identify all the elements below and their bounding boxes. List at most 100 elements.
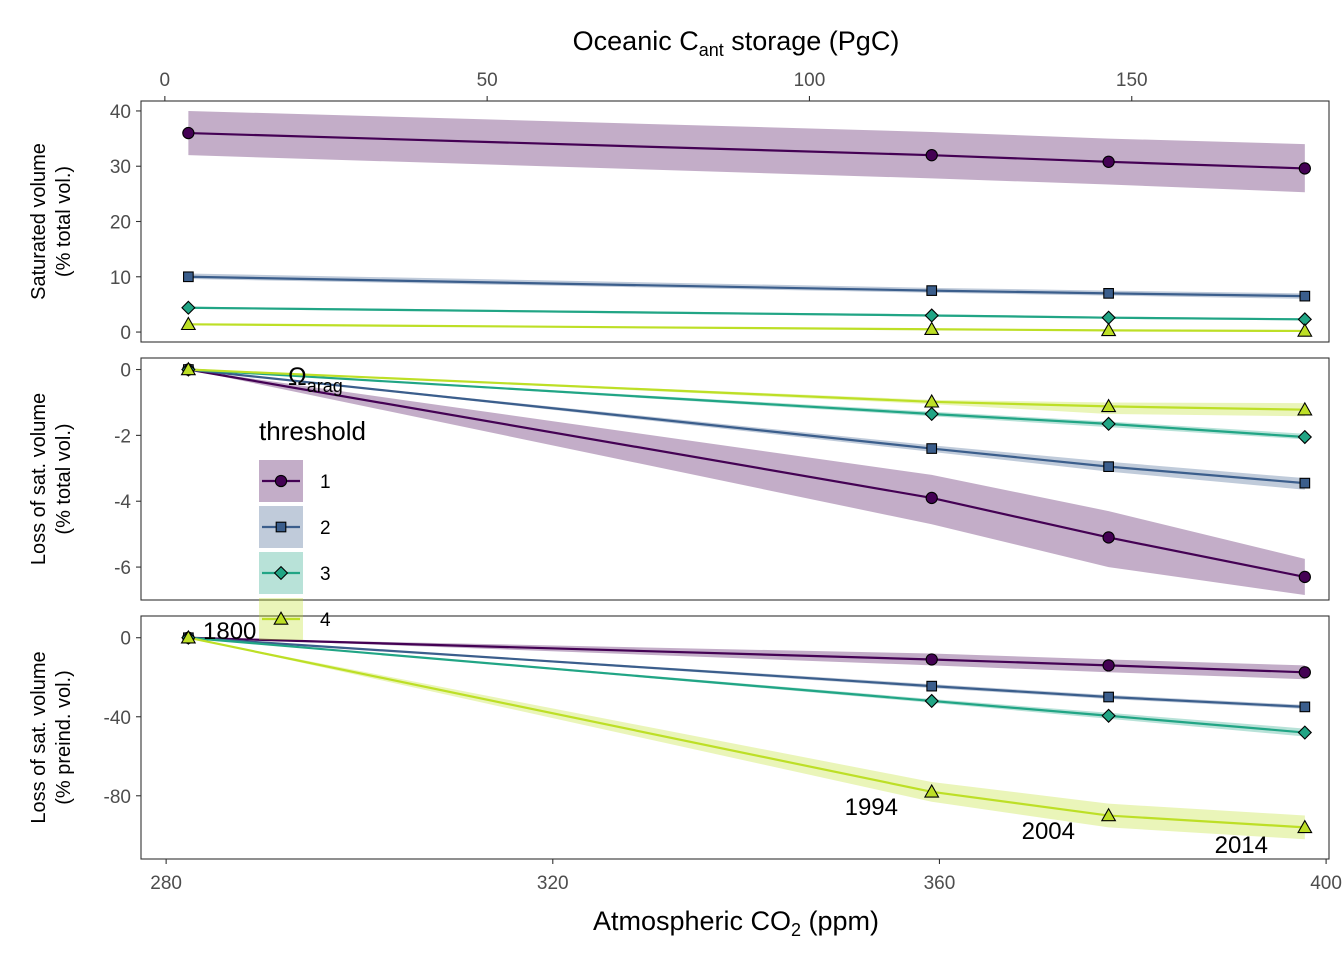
y-axis-title-p2-line1: Loss of sat. volume <box>28 393 50 565</box>
point-p3-t3-3 <box>1101 708 1116 723</box>
confidence-bands <box>188 110 1305 840</box>
point-p1-t2-3 <box>1103 288 1114 299</box>
line-p2-t2 <box>188 368 1305 485</box>
top-tick-label-4: 150 <box>1116 70 1148 91</box>
point-p1-t1-3 <box>1102 155 1115 168</box>
legend-key-marker-4 <box>273 611 289 625</box>
y-axis-title-p1-line1: Saturated volume <box>28 143 50 300</box>
point-p2-t1-3 <box>1102 531 1115 544</box>
y-tick-label-p3-3: -80 <box>104 787 131 808</box>
point-p2-t1-2 <box>925 491 938 505</box>
band-p2-t1 <box>188 369 1305 596</box>
point-p3-t1-2 <box>925 653 938 666</box>
point-p3-t2-3 <box>1103 691 1114 703</box>
top-axis-title: Oceanic Cant storage (PgC) <box>573 26 900 60</box>
year-label-2014: 2014 <box>1215 832 1268 859</box>
point-p1-t3-2 <box>924 308 939 323</box>
y-tick-label-p2-4: -6 <box>114 558 131 579</box>
point-p1-t4-1 <box>180 316 197 331</box>
top-tick-label-2: 50 <box>477 70 498 91</box>
point-p2-t4-3 <box>1100 398 1117 413</box>
y-tick-label-p1-5: 40 <box>110 102 131 123</box>
point-p3-t3-4 <box>1297 725 1313 740</box>
y-axis-title-p1-line2: (% total vol.) <box>53 166 75 277</box>
x-tick-label-1: 280 <box>150 873 182 894</box>
line-p1-t4 <box>188 323 1305 333</box>
point-p2-t4-1 <box>180 361 197 376</box>
point-p3-t2-2 <box>926 680 938 692</box>
point-p3-t4-3 <box>1100 807 1117 822</box>
panel-frame-2 <box>140 357 1330 601</box>
point-p2-t4-2 <box>923 393 940 408</box>
y-tick-label-p1-3: 20 <box>110 213 131 234</box>
line-p3-t3 <box>188 636 1305 734</box>
y-axis-title-p2-line2: (% total vol.) <box>53 423 75 534</box>
point-p1-t3-1 <box>181 300 196 315</box>
point-p2-t3-4 <box>1297 429 1313 445</box>
point-p1-t4-3 <box>1100 322 1117 337</box>
year-label-2004: 2004 <box>1022 818 1075 845</box>
line-p2-t1 <box>188 368 1306 579</box>
point-p1-t1-1 <box>182 126 195 140</box>
y-tick-label-p2-2: -2 <box>114 426 131 447</box>
point-p2-t2-3 <box>1103 461 1114 473</box>
line-p3-t2 <box>188 636 1305 708</box>
legend-label-4: 4 <box>320 610 331 631</box>
annotations: Ωarag 1800 1994 2004 2014 <box>203 363 1268 859</box>
legend-key-marker-3 <box>273 565 289 581</box>
point-p2-t3-3 <box>1101 416 1116 432</box>
y-tick-label-p2-1: 0 <box>120 361 131 382</box>
legend-key-marker-1 <box>274 474 288 488</box>
series-points <box>180 126 1313 834</box>
legend: threshold 1 2 3 4 <box>259 416 366 640</box>
point-p1-t2-4 <box>1299 290 1311 302</box>
top-tick-label-1: 0 <box>160 70 171 91</box>
point-p2-t1-4 <box>1298 570 1311 584</box>
y-tick-label-p2-3: -4 <box>114 492 131 513</box>
point-p1-t3-3 <box>1101 310 1116 325</box>
legend-label-3: 3 <box>320 564 331 585</box>
point-p1-t2-2 <box>926 285 938 296</box>
band-p3-t4 <box>188 637 1305 840</box>
x-tick-label-3: 360 <box>924 873 956 894</box>
omega-arag-label: Ωarag <box>288 363 343 396</box>
y-tick-label-p3-2: -40 <box>104 708 131 729</box>
point-p1-t2-1 <box>183 271 194 283</box>
point-p3-t1-4 <box>1298 666 1311 679</box>
panel-frame-3 <box>140 615 1330 860</box>
point-p2-t4-4 <box>1297 401 1313 416</box>
line-p1-t1 <box>188 131 1305 170</box>
line-p1-t3 <box>188 306 1305 321</box>
y-axis-title-p3-line2: (% preind. vol.) <box>53 670 75 805</box>
legend-key-marker-2 <box>275 521 287 533</box>
point-p2-t2-2 <box>926 443 938 454</box>
y-tick-label-p1-2: 10 <box>110 268 131 289</box>
legend-title: threshold <box>259 416 366 446</box>
top-tick-label-3: 100 <box>794 70 826 91</box>
y-tick-label-p1-1: 0 <box>120 323 131 344</box>
year-label-1994: 1994 <box>845 794 898 821</box>
line-p1-t2 <box>188 275 1305 298</box>
y-tick-label-p1-4: 30 <box>110 157 131 178</box>
legend-label-1: 1 <box>320 472 331 493</box>
point-p1-t1-4 <box>1298 162 1311 175</box>
line-p2-t4 <box>188 368 1305 411</box>
series-lines <box>188 131 1306 829</box>
point-p3-t2-4 <box>1299 701 1311 713</box>
point-p3-t4-4 <box>1297 819 1313 834</box>
y-tick-label-p3-1: 0 <box>120 629 131 650</box>
legend-label-2: 2 <box>320 518 331 539</box>
band-p1-t1 <box>188 110 1305 193</box>
point-p2-t2-4 <box>1299 477 1311 489</box>
line-p2-t3 <box>188 368 1305 439</box>
point-p2-t3-2 <box>924 406 939 422</box>
point-p3-t3-2 <box>924 693 939 709</box>
band-p3-t1 <box>188 637 1305 680</box>
line-p3-t1 <box>188 636 1305 674</box>
point-p1-t1-2 <box>925 149 938 162</box>
line-p3-t4 <box>188 636 1305 829</box>
point-p3-t1-3 <box>1102 659 1115 672</box>
point-p3-t4-2 <box>923 783 940 798</box>
